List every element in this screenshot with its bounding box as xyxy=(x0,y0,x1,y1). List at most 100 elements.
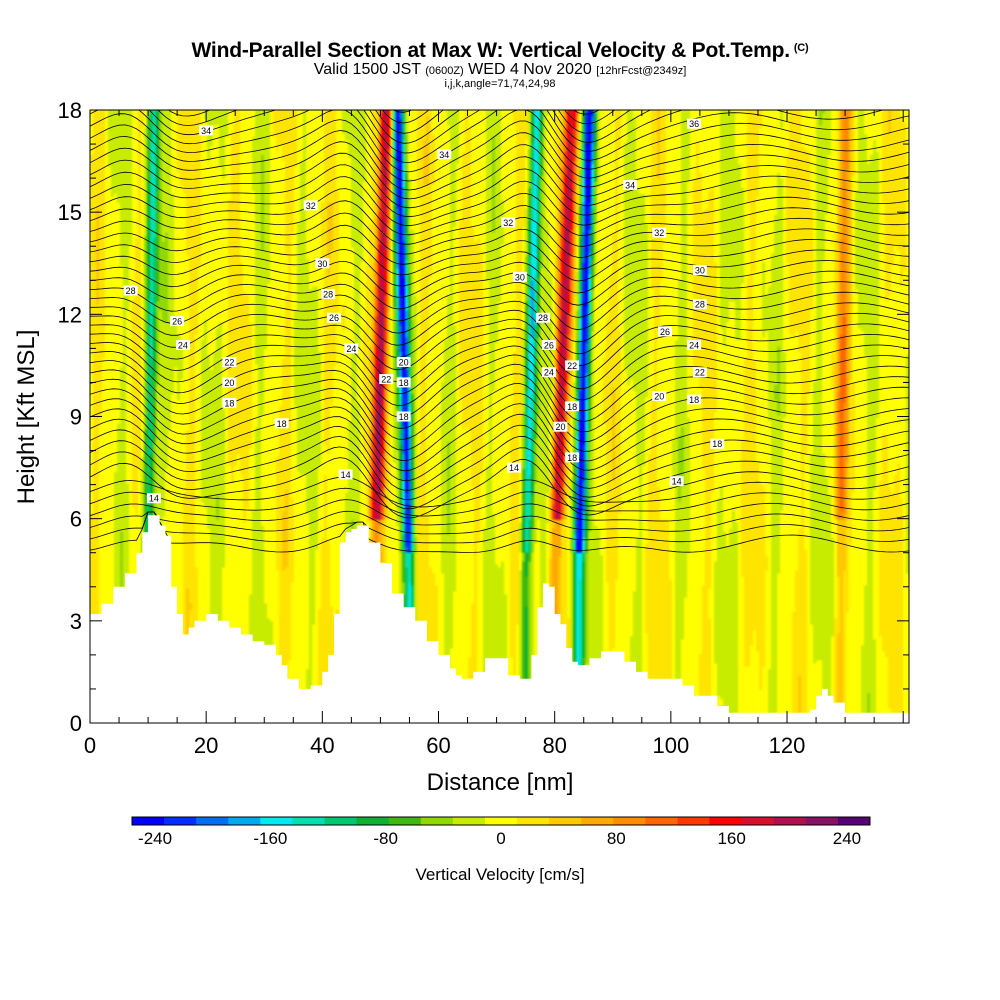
contour-label-bg xyxy=(222,357,237,368)
colorbar-tick-label: 80 xyxy=(607,829,626,848)
theta-contour-33 xyxy=(90,176,909,227)
colorbar-swatch-21 xyxy=(805,817,839,825)
contour-label-text: 18 xyxy=(567,453,577,463)
theta-contour-9 xyxy=(90,424,909,491)
theta-contour-32 xyxy=(90,188,909,237)
contour-label-bg xyxy=(396,377,411,388)
contour-label-bg xyxy=(536,312,551,323)
contour-label-bg xyxy=(175,339,190,350)
contour-label-text: 18 xyxy=(712,439,722,449)
x-axis-title: Distance [nm] xyxy=(427,769,574,796)
contour-label-text: 18 xyxy=(567,402,577,412)
y-tick-label: 9 xyxy=(70,405,82,430)
contour-label-text: 20 xyxy=(654,392,664,402)
theta-contour-29 xyxy=(90,224,909,270)
contour-label-bg xyxy=(541,339,556,350)
theta-contour-5 xyxy=(90,476,909,508)
theta-contour-45 xyxy=(392,110,600,115)
contour-label-bg xyxy=(623,179,638,190)
contour-labels: 34 34 34 36 32 32 32 30 30 30 28 28 28 28 26 26 26 26 24 24… xyxy=(123,118,725,504)
contour-label-bg xyxy=(379,374,394,385)
colorbar-swatch-19 xyxy=(741,817,775,825)
theta-contour-22 xyxy=(90,300,909,355)
theta-contour-37 xyxy=(90,130,909,191)
contour-label-text: 22 xyxy=(381,375,391,385)
valid-date: WED 4 Nov 2020 xyxy=(468,61,592,78)
contour-label-text: 36 xyxy=(689,119,699,129)
contour-label-bg xyxy=(437,149,452,160)
contour-label-text: 20 xyxy=(224,378,234,388)
contour-label-bg xyxy=(396,411,411,422)
contour-label-35: 18 xyxy=(687,394,702,405)
contour-label-bg xyxy=(541,367,556,378)
theta-contour-0 xyxy=(90,511,909,553)
theta-contour-35 xyxy=(90,152,909,209)
theta-contour-21 xyxy=(90,309,909,367)
valid-utc: (0600Z) xyxy=(425,65,464,77)
contour-label-bg xyxy=(326,312,341,323)
colorbar-swatch-2 xyxy=(196,817,229,825)
colorbar-swatch-12 xyxy=(517,817,550,825)
contour-label-bg xyxy=(658,326,673,337)
colorbar-tick-label: 160 xyxy=(717,829,745,848)
contour-label-bg xyxy=(652,391,667,402)
contour-label-text: 32 xyxy=(306,201,316,211)
contour-label-bg xyxy=(692,265,707,276)
contour-label-text: 24 xyxy=(346,344,356,354)
copyright-mark: (C) xyxy=(793,42,809,54)
contour-label-17: 26 xyxy=(658,326,673,337)
x-tick-label: 0 xyxy=(84,733,96,758)
colorbar-swatch-10 xyxy=(452,817,486,825)
contour-label-text: 20 xyxy=(399,358,409,368)
theta-contour-8 xyxy=(90,435,909,501)
contour-label-text: 30 xyxy=(317,259,327,269)
terrain-fill xyxy=(90,515,909,723)
colorbar-swatch-13 xyxy=(549,817,582,825)
contour-label-bg xyxy=(565,401,580,412)
contour-label-36: 18 xyxy=(274,418,289,429)
contour-label-bg xyxy=(146,493,161,504)
contour-label-bg xyxy=(199,125,214,136)
contour-label-40: 14 xyxy=(669,476,684,487)
grid-params: i,j,k,angle=71,74,24,98 xyxy=(444,78,556,90)
theta-contour-26 xyxy=(90,260,909,306)
contour-label-1: 34 xyxy=(437,149,452,160)
forecast-info: [12hrFcst@2349z] xyxy=(596,65,687,77)
contour-label-bg xyxy=(710,438,725,449)
contour-label-text: 26 xyxy=(329,313,339,323)
theta-contour-24 xyxy=(90,281,909,331)
theta-contour-48 xyxy=(90,18,909,84)
contour-label-bg xyxy=(565,452,580,463)
contour-label-bg xyxy=(396,357,411,368)
contour-label-bg xyxy=(303,200,318,211)
colorbar-tick-label: -80 xyxy=(373,829,398,848)
contour-label-text: 26 xyxy=(544,340,554,350)
contour-label-bg xyxy=(553,421,568,432)
contour-label-6: 32 xyxy=(652,227,667,238)
contour-label-bg xyxy=(274,418,289,429)
contour-label-25: 22 xyxy=(692,367,707,378)
contour-label-bg xyxy=(222,397,237,408)
colorbar-swatch-0 xyxy=(132,817,165,825)
chart-title-text: Wind-Parallel Section at Max W: Vertical… xyxy=(191,39,791,62)
contour-label-text: 20 xyxy=(555,422,565,432)
colorbar-swatch-18 xyxy=(709,817,743,825)
theta-contour-47 xyxy=(90,27,909,94)
contour-label-11: 28 xyxy=(321,288,336,299)
colorbar-swatch-6 xyxy=(324,817,358,825)
chart-title: Wind-Parallel Section at Max W: Vertical… xyxy=(0,36,1000,63)
theta-contour-19 xyxy=(90,327,909,390)
contour-label-text: 32 xyxy=(503,218,513,228)
theta-contour-25 xyxy=(90,270,909,318)
potential-temperature-contours xyxy=(90,18,909,553)
contour-label-14: 26 xyxy=(170,316,185,327)
colorbar-title: Vertical Velocity [cm/s] xyxy=(415,865,584,884)
contour-label-text: 28 xyxy=(323,289,333,299)
contour-label-text: 28 xyxy=(695,300,705,310)
theta-contour-39 xyxy=(90,110,909,173)
x-tick-label: 100 xyxy=(652,733,689,758)
contour-label-text: 18 xyxy=(689,395,699,405)
theta-contour-30 xyxy=(90,212,909,258)
contour-label-27: 20 xyxy=(396,357,411,368)
colorbar-swatch-14 xyxy=(581,817,614,825)
